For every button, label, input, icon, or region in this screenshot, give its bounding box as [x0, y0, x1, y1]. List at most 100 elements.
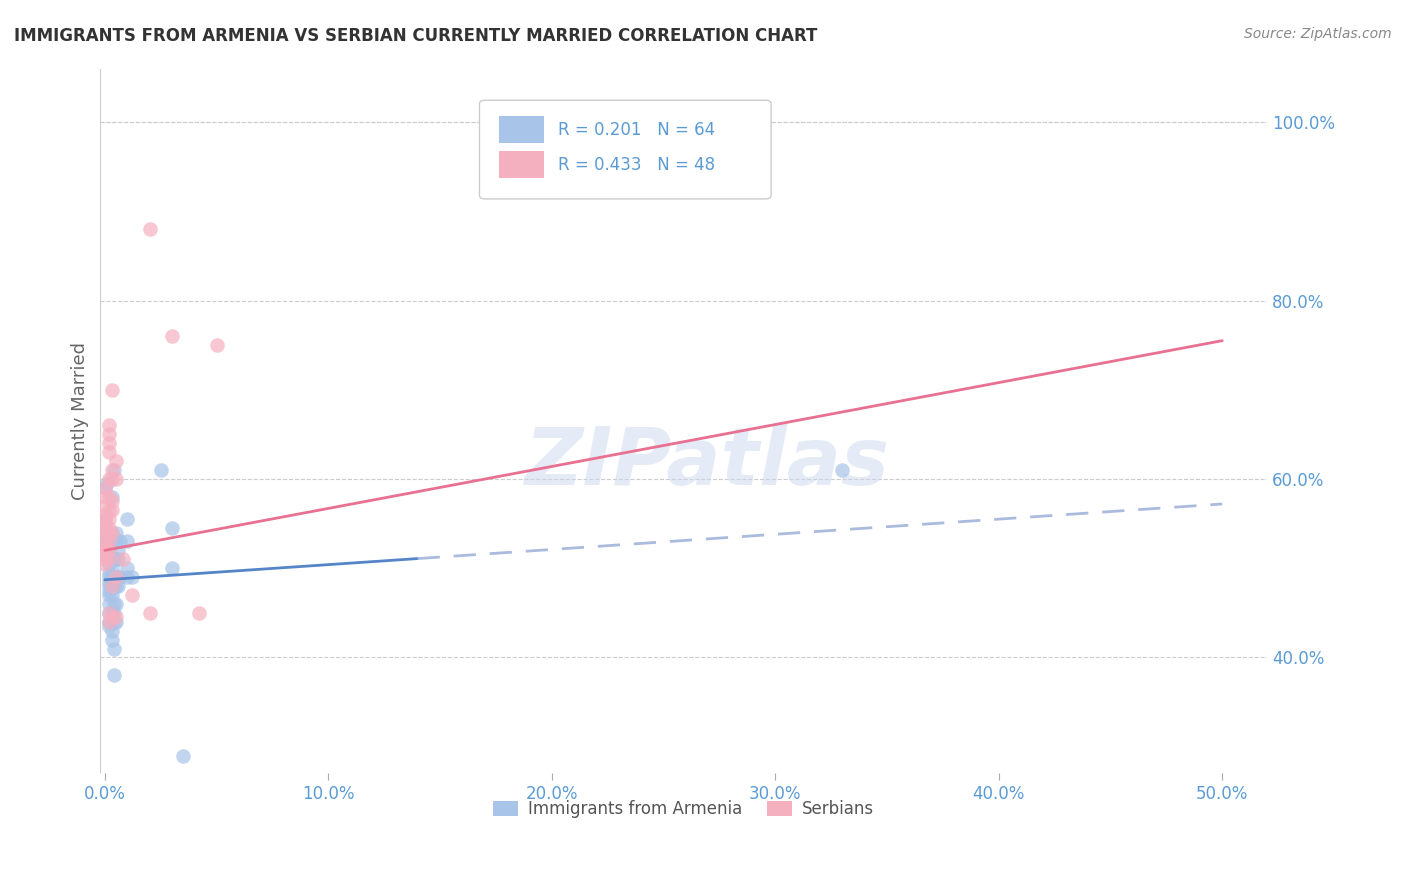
Point — [100, 624, 122, 638]
Point — [104, 597, 127, 611]
FancyBboxPatch shape — [479, 100, 770, 199]
Point — [100, 494, 122, 508]
Point — [98, 570, 121, 584]
Point — [115, 512, 138, 526]
Text: Source: ZipAtlas.com: Source: ZipAtlas.com — [1244, 27, 1392, 41]
Point — [98, 583, 121, 598]
Point — [121, 570, 143, 584]
Point — [160, 521, 183, 535]
Point — [98, 543, 121, 558]
Point — [100, 561, 122, 575]
Point — [205, 338, 228, 352]
Point — [107, 552, 129, 566]
Point — [103, 570, 125, 584]
Point — [98, 552, 121, 566]
FancyBboxPatch shape — [499, 116, 544, 143]
Point — [104, 454, 127, 468]
Point — [160, 561, 183, 575]
Point — [187, 606, 209, 620]
Point — [98, 548, 121, 562]
Point — [94, 516, 117, 531]
Point — [104, 615, 127, 629]
Point — [94, 534, 117, 549]
Point — [103, 552, 125, 566]
Point — [94, 543, 117, 558]
Point — [98, 445, 121, 459]
Point — [107, 570, 129, 584]
Point — [100, 579, 122, 593]
Point — [104, 570, 127, 584]
Point — [103, 597, 125, 611]
Point — [103, 606, 125, 620]
FancyBboxPatch shape — [499, 151, 544, 178]
Point — [110, 570, 132, 584]
Point — [98, 606, 121, 620]
Point — [96, 476, 118, 491]
Point — [100, 552, 122, 566]
Point — [98, 588, 121, 602]
Point — [831, 463, 853, 477]
Point — [98, 521, 121, 535]
Point — [103, 641, 125, 656]
Point — [98, 490, 121, 504]
Point — [100, 525, 122, 540]
Point — [160, 329, 183, 343]
Point — [115, 570, 138, 584]
Point — [98, 579, 121, 593]
Text: R = 0.201   N = 64: R = 0.201 N = 64 — [558, 120, 714, 139]
Point — [94, 543, 117, 558]
Point — [94, 508, 117, 522]
Point — [138, 222, 160, 236]
Point — [103, 463, 125, 477]
Point — [100, 490, 122, 504]
Text: R = 0.433   N = 48: R = 0.433 N = 48 — [558, 156, 714, 174]
Point — [98, 427, 121, 442]
Point — [104, 610, 127, 624]
Point — [100, 525, 122, 540]
Point — [100, 534, 122, 549]
Point — [98, 566, 121, 580]
Point — [103, 668, 125, 682]
Point — [98, 543, 121, 558]
Legend: Immigrants from Armenia, Serbians: Immigrants from Armenia, Serbians — [486, 794, 882, 825]
Point — [98, 574, 121, 589]
Point — [94, 481, 117, 495]
Point — [98, 418, 121, 433]
Point — [94, 521, 117, 535]
Point — [104, 579, 127, 593]
Point — [94, 539, 117, 553]
Point — [98, 534, 121, 549]
Point — [94, 548, 117, 562]
Point — [98, 525, 121, 540]
Point — [104, 472, 127, 486]
Point — [104, 525, 127, 540]
Point — [103, 534, 125, 549]
Point — [111, 552, 134, 566]
Point — [98, 615, 121, 629]
Point — [115, 534, 138, 549]
Point — [100, 570, 122, 584]
Point — [98, 534, 121, 549]
Point — [100, 503, 122, 517]
Point — [107, 579, 129, 593]
Point — [100, 632, 122, 647]
Point — [94, 557, 117, 571]
Point — [94, 512, 117, 526]
Point — [149, 463, 172, 477]
Point — [100, 606, 122, 620]
Point — [138, 606, 160, 620]
Point — [103, 615, 125, 629]
Point — [98, 512, 121, 526]
Point — [100, 610, 122, 624]
Point — [98, 606, 121, 620]
Point — [94, 552, 117, 566]
Point — [104, 570, 127, 584]
Point — [94, 490, 117, 504]
Point — [172, 748, 194, 763]
Point — [94, 499, 117, 513]
Point — [94, 512, 117, 526]
Point — [110, 534, 132, 549]
Point — [107, 543, 129, 558]
Point — [104, 534, 127, 549]
Point — [100, 463, 122, 477]
